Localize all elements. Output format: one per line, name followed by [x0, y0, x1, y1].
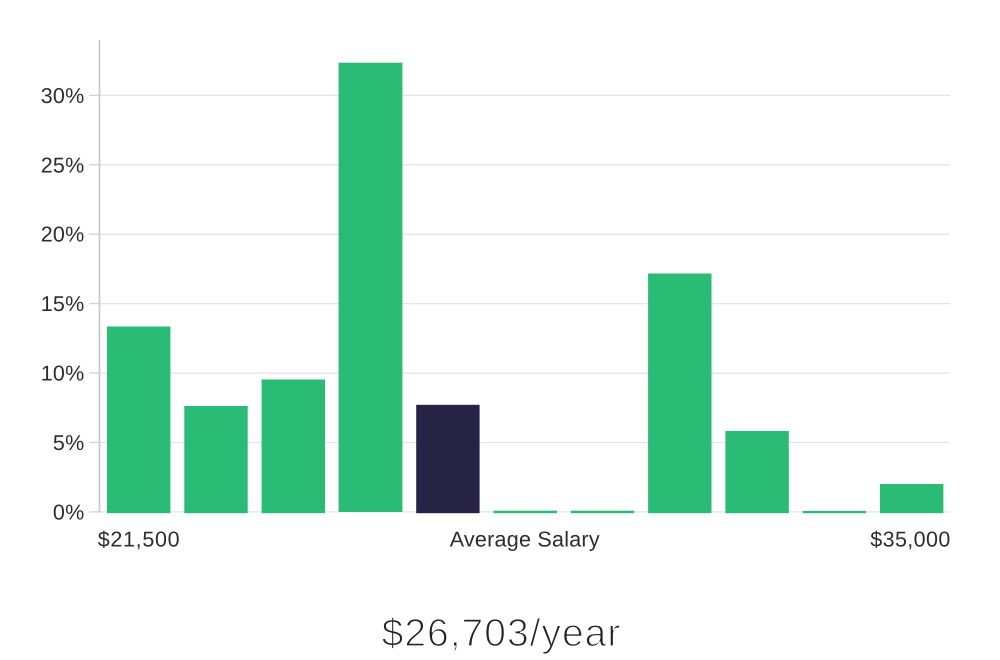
svg-text:Average Salary: Average Salary [450, 527, 600, 551]
svg-text:15%: 15% [41, 292, 85, 316]
svg-text:25%: 25% [41, 153, 85, 177]
svg-text:20%: 20% [41, 223, 85, 247]
svg-text:$26,703/year: $26,703/year [382, 612, 622, 655]
svg-text:30%: 30% [41, 84, 85, 108]
svg-text:10%: 10% [41, 362, 85, 386]
svg-text:5%: 5% [53, 431, 85, 455]
svg-text:$21,500: $21,500 [98, 527, 181, 551]
svg-text:$35,000: $35,000 [870, 527, 951, 551]
svg-text:0%: 0% [53, 500, 85, 524]
